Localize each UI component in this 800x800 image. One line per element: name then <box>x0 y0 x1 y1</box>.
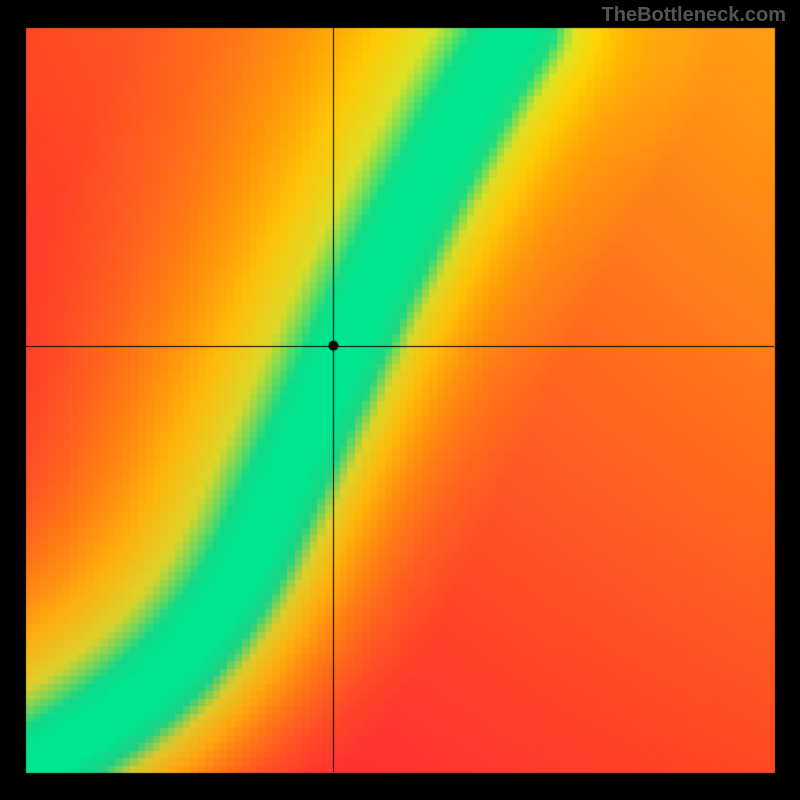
bottleneck-heatmap <box>0 0 800 800</box>
watermark-text: TheBottleneck.com <box>602 4 786 27</box>
chart-container: TheBottleneck.com <box>0 0 800 800</box>
